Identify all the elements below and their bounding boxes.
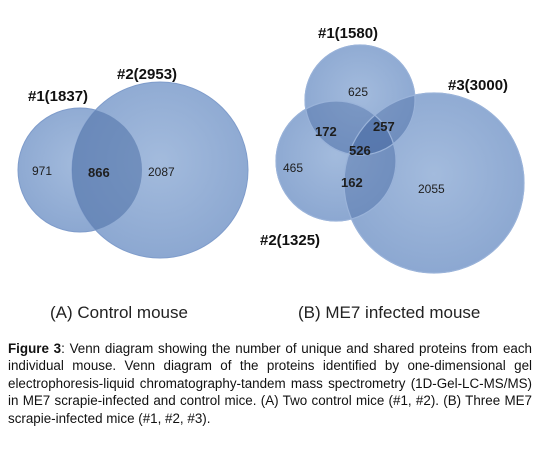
- venn-b-outline-1: [304, 44, 416, 156]
- venn-b-region-only2: 465: [283, 161, 303, 175]
- venn-a-overlap: [72, 108, 142, 232]
- figure-label: Figure 3: [8, 341, 62, 356]
- venn-b-region-only1: 625: [348, 85, 368, 99]
- venn-b-region-only3: 2055: [418, 182, 445, 196]
- venn-b-set-2-label: #2(1325): [260, 232, 320, 249]
- venn-b-caption: (B) ME7 infected mouse: [298, 303, 480, 322]
- venn-a-set-2-label: #2(2953): [117, 66, 177, 83]
- venn-b-overlap-23: [344, 101, 396, 221]
- venn-a-caption: (A) Control mouse: [50, 303, 188, 322]
- figure-caption-text: : Venn diagram showing the number of uni…: [8, 341, 533, 426]
- venn-b-region-shared12: 172: [315, 124, 337, 139]
- venn-b-region-shared13: 257: [373, 119, 395, 134]
- venn-figure: #1(1837) #2(2953) 971 866 2087 (A) Contr…: [17, 25, 525, 322]
- venn-b-set-1-label: #1(1580): [318, 25, 378, 42]
- venn-b-outline-2: [275, 100, 397, 222]
- figure-caption: Figure 3: Venn diagram showing the numbe…: [8, 340, 532, 427]
- venn-a-set-1-label: #1(1837): [28, 88, 88, 105]
- venn-b: #1(1580) #2(1325) #3(3000) 625 465 2055 …: [260, 25, 525, 322]
- venn-b-outline-3: [343, 92, 525, 274]
- venn-b-set-3-label: #3(3000): [448, 77, 508, 94]
- venn-a-region-only2: 2087: [148, 165, 175, 179]
- venn-b-region-shared123: 526: [349, 143, 371, 158]
- venn-a-region-only1: 971: [32, 164, 52, 178]
- venn-b-region-shared23: 162: [341, 175, 363, 190]
- venn-b-overlap-13: [344, 93, 415, 155]
- venn-a: #1(1837) #2(2953) 971 866 2087 (A) Contr…: [17, 66, 249, 322]
- venn-a-region-shared: 866: [88, 165, 110, 180]
